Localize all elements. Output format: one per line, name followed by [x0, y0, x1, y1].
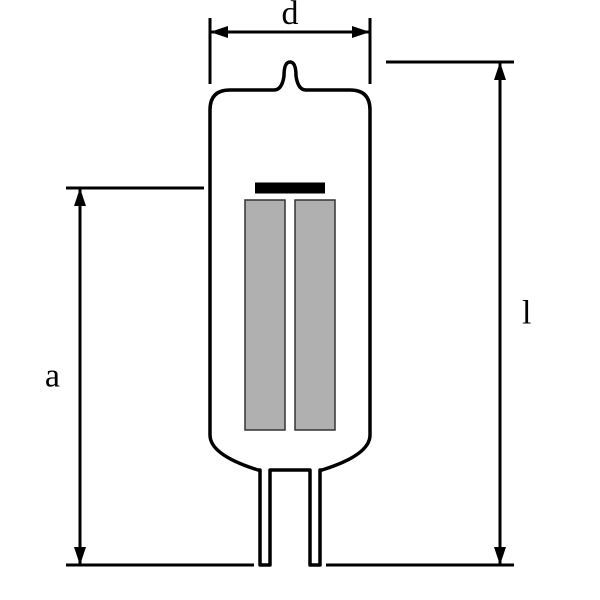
electrode-2 [295, 200, 335, 430]
bulb-dimension-diagram: d l a [0, 0, 600, 600]
label-a: a [45, 358, 60, 395]
bulb-outline [210, 62, 370, 565]
label-l: l [522, 295, 531, 332]
label-d: d [282, 0, 299, 32]
arrow-right [352, 26, 370, 38]
arrow-down [494, 547, 506, 565]
electrode-1 [245, 200, 285, 430]
arrow-up [494, 62, 506, 80]
arrow-down [74, 547, 86, 565]
arrow-left [210, 26, 228, 38]
arrow-up [74, 188, 86, 206]
